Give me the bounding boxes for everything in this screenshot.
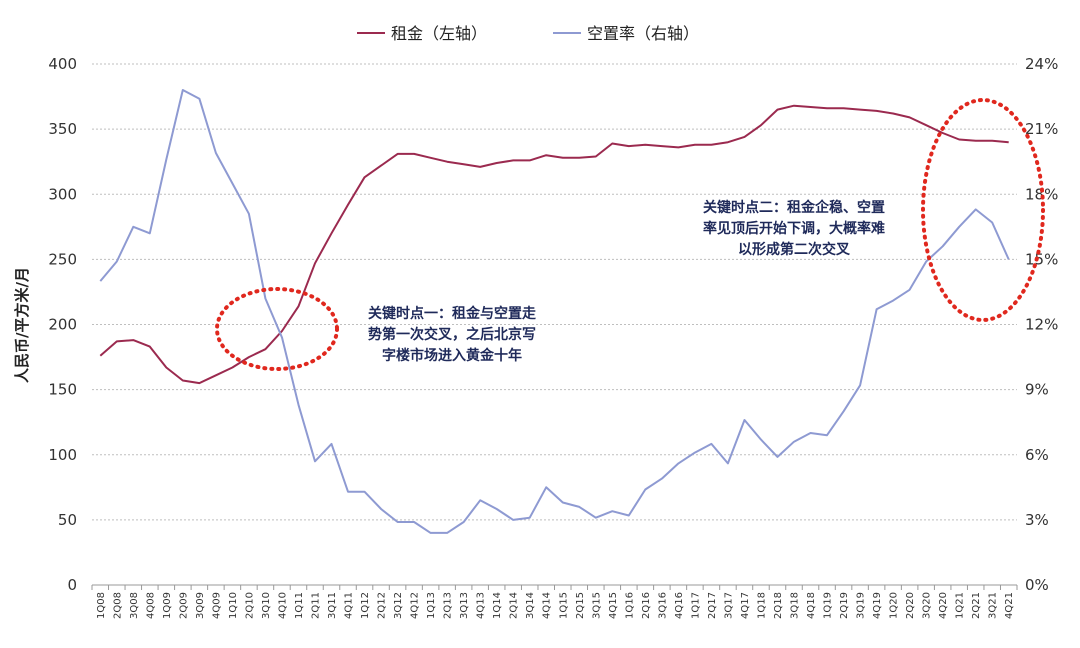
x-axis-tick-label: 3Q11 [327, 592, 338, 619]
legend-label: 租金（左轴） [391, 24, 487, 43]
x-axis-tick-label: 1Q21 [955, 592, 966, 619]
axes [91, 584, 1018, 590]
right-axis-tick-label: 6% [1025, 446, 1049, 464]
x-axis-tick-label: 2Q20 [905, 592, 916, 619]
left-axis-tick-label: 150 [48, 381, 77, 399]
series-lines [99, 89, 1010, 534]
x-axis-tick-label: 2Q10 [244, 592, 255, 619]
x-axis-tick-label: 3Q20 [922, 592, 933, 619]
x-axis-tick-label: 3Q17 [723, 592, 734, 619]
left-axis-tick-label: 300 [48, 185, 77, 203]
annotation-ellipse [921, 98, 1045, 322]
x-axis-tick-label: 1Q16 [624, 592, 635, 619]
left-axis-tick-label: 200 [48, 316, 77, 334]
x-axis-tick-label: 4Q14 [542, 592, 553, 619]
right-axis-tick-label: 3% [1025, 511, 1049, 529]
x-axis-tick-label: 1Q14 [492, 592, 503, 619]
right-axis-tick-label: 9% [1025, 381, 1049, 399]
x-axis-tick-label: 1Q13 [426, 592, 437, 619]
x-axis-tick-label: 4Q09 [211, 592, 222, 619]
left-axis-tick-label: 400 [48, 55, 77, 73]
x-axis-tick-label: 1Q11 [294, 592, 305, 619]
annotation-ellipse [215, 287, 339, 371]
x-axis-tick-label: 3Q18 [790, 592, 801, 619]
right-axis-tick-label: 24% [1025, 55, 1058, 73]
x-axis-tick-label: 2Q14 [509, 592, 520, 619]
x-axis-tick-label: 4Q10 [277, 592, 288, 619]
x-axis-tick-label: 3Q21 [988, 592, 999, 619]
x-axis-tick-label: 2Q15 [575, 592, 586, 619]
x-axis-tick-label: 2Q21 [971, 592, 982, 619]
x-axis-tick-label: 1Q08 [96, 592, 107, 619]
x-axis-tick-label: 3Q16 [657, 592, 668, 619]
annotation-line: 率见顶后开始下调，大概率难 [703, 220, 885, 237]
left-axis-tick-labels: 0 50 100 150 200 250 300 350 400 [48, 55, 77, 594]
x-axis-tick-label: 4Q17 [740, 592, 751, 619]
x-axis-tick-label: 4Q16 [674, 592, 685, 619]
right-axis-tick-label: 0% [1025, 576, 1049, 594]
x-axis-tick-label: 4Q21 [1004, 592, 1015, 619]
x-axis-tick-label: 4Q15 [608, 592, 619, 619]
x-axis-tick-label: 4Q08 [145, 592, 156, 619]
gridlines [92, 63, 1017, 521]
right-axis-tick-label: 21% [1025, 120, 1058, 138]
x-axis-tick-label: 2Q19 [839, 592, 850, 619]
x-axis-tick-label: 2Q13 [443, 592, 454, 619]
x-axis-tick-label: 4Q12 [410, 592, 421, 619]
annotation-line: 以形成第二次交叉 [738, 241, 851, 258]
x-axis-tick-label: 2Q16 [641, 592, 652, 619]
x-axis-tick-label: 1Q17 [690, 592, 701, 619]
x-axis-tick-label: 1Q20 [889, 592, 900, 619]
x-axis-tick-label: 4Q20 [938, 592, 949, 619]
x-axis-tick-label: 4Q13 [476, 592, 487, 619]
right-axis-tick-label: 18% [1025, 185, 1058, 203]
annotation-line: 关键时点一：租金与空置走 [368, 305, 537, 322]
annotation-text: 关键时点一：租金与空置走势第一次交叉，之后北京写字楼市场进入黄金十年 [368, 305, 537, 364]
x-axis-tick-label: 1Q15 [558, 592, 569, 619]
annotations: 关键时点一：租金与空置走势第一次交叉，之后北京写字楼市场进入黄金十年 关键时点二：… [215, 98, 1045, 371]
x-axis-tick-label: 3Q09 [195, 592, 206, 619]
left-axis-tick-label: 100 [48, 446, 77, 464]
x-axis-tick-labels: 1Q08 2Q08 3Q08 4Q08 1Q09 2Q09 3Q09 4Q09 1Q10 2Q10… [96, 592, 1015, 619]
x-axis-tick-label: 3Q08 [129, 592, 140, 619]
x-axis-tick-label: 3Q13 [459, 592, 470, 619]
x-axis-tick-label: 3Q19 [856, 592, 867, 619]
x-axis-tick-label: 1Q12 [360, 592, 371, 619]
annotation-line: 关键时点二：租金企稳、空置 [703, 199, 885, 216]
x-axis-tick-label: 2Q08 [112, 592, 123, 619]
x-axis-tick-label: 1Q09 [162, 592, 173, 619]
x-axis-tick-label: 2Q17 [707, 592, 718, 619]
left-axis-tick-label: 350 [48, 120, 77, 138]
x-axis-tick-label: 1Q10 [228, 592, 239, 619]
x-axis-tick-label: 1Q19 [823, 592, 834, 619]
vacancy-rate-line [99, 89, 1010, 534]
x-axis-tick-label: 4Q19 [872, 592, 883, 619]
x-axis-tick-label: 3Q14 [525, 592, 536, 619]
right-axis-tick-labels: 0% 3% 6% 9% 12% 15% 18% 21% 24% [1025, 55, 1058, 594]
x-axis-tick-label: 3Q12 [393, 592, 404, 619]
rent-line [99, 104, 1009, 385]
left-axis-label: 人民币/平方米/月 [13, 267, 31, 383]
x-axis-tick-label: 2Q18 [773, 592, 784, 619]
left-axis-tick-label: 250 [48, 250, 77, 268]
annotation-text: 关键时点二：租金企稳、空置率见顶后开始下调，大概率难以形成第二次交叉 [703, 199, 885, 258]
x-axis-tick-label: 3Q10 [261, 592, 272, 619]
left-axis-tick-label: 50 [58, 511, 77, 529]
legend: 租金（左轴） 空置率（右轴） [357, 24, 699, 43]
x-axis-tick-label: 2Q12 [377, 592, 388, 619]
annotation-line: 字楼市场进入黄金十年 [382, 347, 522, 364]
right-axis-tick-label: 15% [1025, 250, 1058, 268]
x-axis-tick-label: 4Q11 [344, 592, 355, 619]
right-axis-tick-label: 12% [1025, 316, 1058, 334]
annotation-line: 势第一次交叉，之后北京写 [368, 326, 536, 343]
x-axis-tick-label: 2Q11 [310, 592, 321, 619]
x-axis-tick-label: 4Q18 [806, 592, 817, 619]
x-axis-tick-label: 3Q15 [591, 592, 602, 619]
x-axis-tick-label: 1Q18 [756, 592, 767, 619]
x-axis-tick-label: 2Q09 [178, 592, 189, 619]
left-axis-tick-label: 0 [67, 576, 77, 594]
legend-label: 空置率（右轴） [587, 24, 699, 43]
